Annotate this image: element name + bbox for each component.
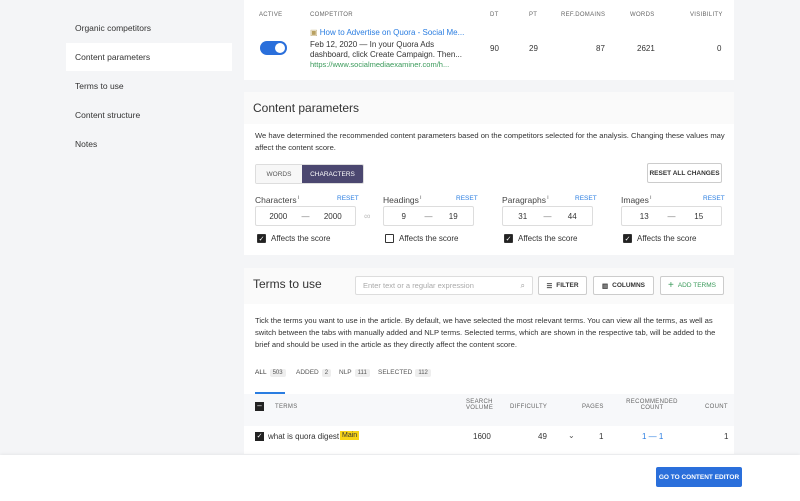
active-tab-indicator [255, 392, 285, 394]
link-icon[interactable]: ∞ [364, 211, 371, 221]
characters-range[interactable]: 2000—2000 [255, 206, 356, 226]
pt-value: 29 [529, 44, 538, 53]
headings-range[interactable]: 9—19 [383, 206, 474, 226]
terms-search-input[interactable]: Enter text or a regular expression ⌕ [355, 276, 533, 295]
terms-header: Terms to use Enter text or a regular exp… [244, 268, 734, 304]
competitors-table: ACTIVE COMPETITOR DT PT REF.DOMAINS WORD… [244, 0, 734, 80]
content-parameters-description: We have determined the recommended conte… [255, 131, 725, 152]
sidebar-item-terms-to-use[interactable]: Terms to use [75, 81, 124, 91]
col-pages: PAGES [582, 404, 604, 410]
sidebar-item-organic-competitors[interactable]: Organic competitors [75, 23, 152, 33]
characters-reset[interactable]: RESET [337, 195, 359, 202]
ref-domains-value: 87 [596, 44, 605, 53]
columns-button[interactable]: ▥ COLUMNS [593, 276, 654, 295]
headings-reset[interactable]: RESET [456, 195, 478, 202]
active-toggle[interactable] [260, 41, 287, 55]
sidebar-item-notes[interactable]: Notes [75, 139, 98, 149]
footer-bar: GO TO CONTENT EDITOR [0, 455, 800, 501]
images-reset[interactable]: RESET [703, 195, 725, 202]
col-dt: DT [490, 12, 499, 18]
filter-icon: ☰ [546, 282, 553, 290]
paragraphs-range[interactable]: 31—44 [502, 206, 593, 226]
col-recommended-count: RECOMMENDED COUNT [626, 399, 678, 411]
competitor-title-link[interactable]: ▣ How to Advertise on Quora - Social Me.… [310, 28, 465, 37]
pages-value: 1 [599, 432, 604, 441]
content-parameters-title: Content parameters [253, 101, 360, 115]
col-count: COUNT [705, 404, 728, 410]
paragraphs-affects-checkbox[interactable]: ✓ Affects the score [504, 234, 578, 243]
main-badge: Main [340, 431, 360, 440]
characters-affects-checkbox[interactable]: ✓ Affects the score [257, 234, 331, 243]
term-text: what is quora digest [268, 432, 340, 441]
sidebar-item-content-parameters[interactable]: Content parameters [66, 43, 232, 71]
sidebar-item-content-structure[interactable]: Content structure [75, 110, 141, 120]
competitor-snippet: Feb 12, 2020 — In your Quora Ads [310, 40, 435, 49]
col-ref-domains: REF.DOMAINS [561, 12, 606, 18]
terms-title: Terms to use [253, 277, 322, 291]
headings-affects-checkbox[interactable]: Affects the score [385, 234, 458, 243]
content-parameters-card: We have determined the recommended conte… [244, 124, 734, 255]
col-words: WORDS [630, 12, 655, 18]
dt-value: 90 [490, 44, 499, 53]
filter-button[interactable]: ☰ FILTER [538, 276, 587, 295]
words-value: 2621 [637, 44, 655, 53]
paragraphs-reset[interactable]: RESET [575, 195, 597, 202]
characters-tab[interactable]: CHARACTERS [302, 165, 363, 183]
images-label: Images i [621, 195, 652, 205]
col-terms: TERMS [275, 404, 298, 410]
words-tab[interactable]: WORDS [256, 165, 302, 183]
chevron-down-icon[interactable]: ⌄ [568, 431, 575, 440]
unit-toggle: WORDS CHARACTERS [255, 164, 364, 184]
favicon-icon: ▣ [310, 28, 320, 37]
paragraphs-label: Paragraphs i [502, 195, 549, 205]
col-difficulty: DIFFICULTY [510, 404, 548, 410]
terms-description: Tick the terms you want to use in the ar… [255, 316, 716, 349]
images-range[interactable]: 13—15 [621, 206, 722, 226]
term-checkbox[interactable]: ✓ [255, 432, 264, 441]
plus-icon: + [667, 280, 674, 291]
table-row: ✓ what is quora digest Main 1600 49 ⌄ 1 … [244, 426, 734, 448]
difficulty-value: 49 [538, 432, 547, 441]
col-visibility: VISIBILITY [690, 12, 723, 18]
terms-card: Tick the terms you want to use in the ar… [244, 304, 734, 454]
search-icon: ⌕ [520, 280, 525, 290]
competitor-url[interactable]: https://www.socialmediaexaminer.com/h... [310, 60, 450, 69]
recommended-count-value[interactable]: 1 — 1 [642, 432, 664, 441]
volume-value: 1600 [473, 432, 491, 441]
tab-nlp[interactable]: NLP 111 [339, 369, 370, 377]
col-active: ACTIVE [259, 12, 283, 18]
go-to-content-editor-button[interactable]: GO TO CONTENT EDITOR [656, 467, 742, 487]
select-all-checkbox[interactable]: – [255, 402, 264, 411]
characters-label: Characters i [255, 195, 300, 205]
col-search-volume: SEARCH VOLUME [466, 399, 494, 411]
competitor-snippet: dashboard, click Create Campaign. Then..… [310, 50, 462, 59]
images-affects-checkbox[interactable]: ✓ Affects the score [623, 234, 697, 243]
add-terms-button[interactable]: + ADD TERMS [660, 276, 724, 295]
visibility-value: 0 [717, 44, 722, 53]
count-value: 1 [724, 432, 729, 441]
tab-added[interactable]: ADDED 2 [296, 369, 332, 377]
reset-all-changes-button[interactable]: RESET ALL CHANGES [647, 163, 722, 183]
content-parameters-header: Content parameters [244, 92, 734, 124]
tab-all[interactable]: ALL 503 [255, 369, 286, 377]
columns-icon: ▥ [601, 282, 609, 290]
headings-label: Headings i [383, 195, 422, 205]
col-pt: PT [529, 12, 538, 18]
col-competitor: COMPETITOR [310, 12, 353, 18]
tab-selected[interactable]: SELECTED 112 [378, 369, 431, 377]
